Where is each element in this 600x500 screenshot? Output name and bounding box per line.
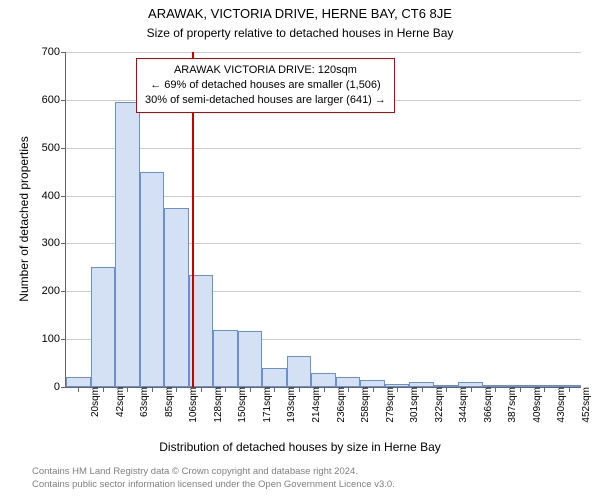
chart-container: ARAWAK, VICTORIA DRIVE, HERNE BAY, CT6 8… bbox=[0, 0, 600, 500]
xtick-label: 452sqm bbox=[573, 387, 592, 423]
xtick-mark bbox=[250, 387, 251, 392]
xtick-label: 301sqm bbox=[401, 387, 420, 423]
xtick-label: 171sqm bbox=[254, 387, 273, 423]
xtick-mark bbox=[274, 387, 275, 392]
xtick-label: 409sqm bbox=[524, 387, 543, 423]
ytick-label: 100 bbox=[42, 333, 66, 345]
xtick-label: 214sqm bbox=[303, 387, 322, 423]
xtick-label: 150sqm bbox=[229, 387, 248, 423]
xtick-label: 20sqm bbox=[82, 387, 101, 417]
histogram-bar bbox=[66, 377, 91, 387]
xtick-mark bbox=[152, 387, 153, 392]
xtick-label: 106sqm bbox=[180, 387, 199, 423]
xtick-mark bbox=[176, 387, 177, 392]
histogram-bar bbox=[336, 377, 361, 387]
xtick-label: 128sqm bbox=[205, 387, 224, 423]
xtick-mark bbox=[446, 387, 447, 392]
histogram-bar bbox=[311, 373, 336, 387]
xtick-mark bbox=[324, 387, 325, 392]
xtick-mark bbox=[397, 387, 398, 392]
x-axis-label: Distribution of detached houses by size … bbox=[0, 440, 600, 454]
histogram-bar bbox=[115, 102, 140, 387]
ytick-label: 600 bbox=[42, 94, 66, 106]
xtick-label: 279sqm bbox=[377, 387, 396, 423]
xtick-mark bbox=[201, 387, 202, 392]
xtick-mark bbox=[544, 387, 545, 392]
xtick-mark bbox=[299, 387, 300, 392]
xtick-mark bbox=[225, 387, 226, 392]
ytick-label: 500 bbox=[42, 142, 66, 154]
footer: Contains HM Land Registry data © Crown c… bbox=[32, 466, 395, 492]
histogram-bar bbox=[360, 380, 385, 387]
ytick-label: 200 bbox=[42, 285, 66, 297]
xtick-mark bbox=[127, 387, 128, 392]
chart-subtitle: Size of property relative to detached ho… bbox=[0, 26, 600, 40]
xtick-mark bbox=[495, 387, 496, 392]
xtick-mark bbox=[422, 387, 423, 392]
annotation-line2: ← 69% of detached houses are smaller (1,… bbox=[145, 78, 386, 93]
ytick-label: 400 bbox=[42, 190, 66, 202]
ytick-label: 700 bbox=[42, 46, 66, 58]
xtick-label: 42sqm bbox=[107, 387, 126, 417]
y-axis-label: Number of detached properties bbox=[17, 109, 31, 329]
histogram-bar bbox=[238, 331, 263, 387]
xtick-mark bbox=[373, 387, 374, 392]
footer-line2: Contains public sector information licen… bbox=[32, 479, 395, 492]
annotation-line3: 30% of semi-detached houses are larger (… bbox=[145, 93, 386, 108]
xtick-label: 387sqm bbox=[499, 387, 518, 423]
xtick-label: 344sqm bbox=[450, 387, 469, 423]
xtick-label: 366sqm bbox=[475, 387, 494, 423]
xtick-label: 430sqm bbox=[548, 387, 567, 423]
xtick-label: 258sqm bbox=[352, 387, 371, 423]
xtick-label: 63sqm bbox=[131, 387, 150, 417]
xtick-label: 322sqm bbox=[426, 387, 445, 423]
xtick-mark bbox=[103, 387, 104, 392]
xtick-label: 85sqm bbox=[156, 387, 175, 417]
gridline bbox=[66, 148, 581, 149]
annotation-box: ARAWAK VICTORIA DRIVE: 120sqm ← 69% of d… bbox=[136, 58, 395, 113]
gridline bbox=[66, 52, 581, 53]
xtick-mark bbox=[520, 387, 521, 392]
plot-area: 010020030040050060070020sqm42sqm63sqm85s… bbox=[65, 52, 581, 388]
histogram-bar bbox=[140, 172, 165, 387]
ytick-label: 0 bbox=[54, 381, 66, 393]
xtick-label: 236sqm bbox=[328, 387, 347, 423]
histogram-bar bbox=[287, 356, 312, 387]
histogram-bar bbox=[262, 368, 287, 387]
ytick-label: 300 bbox=[42, 237, 66, 249]
footer-line1: Contains HM Land Registry data © Crown c… bbox=[32, 466, 395, 479]
xtick-mark bbox=[471, 387, 472, 392]
histogram-bar bbox=[213, 330, 238, 387]
xtick-label: 193sqm bbox=[278, 387, 297, 423]
histogram-bar bbox=[91, 267, 116, 387]
annotation-line1: ARAWAK VICTORIA DRIVE: 120sqm bbox=[145, 63, 386, 78]
xtick-mark bbox=[348, 387, 349, 392]
chart-title: ARAWAK, VICTORIA DRIVE, HERNE BAY, CT6 8… bbox=[0, 6, 600, 21]
histogram-bar bbox=[164, 208, 189, 387]
xtick-mark bbox=[569, 387, 570, 392]
xtick-mark bbox=[78, 387, 79, 392]
